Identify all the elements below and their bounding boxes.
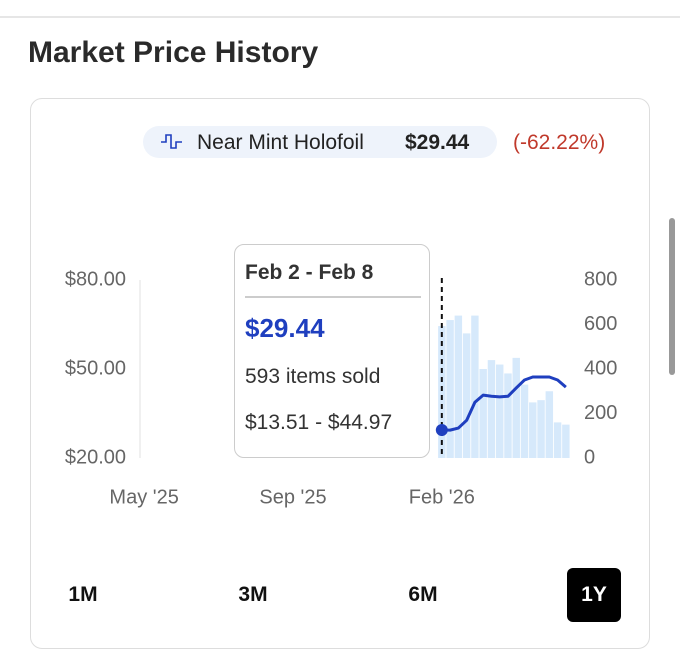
volume-bar (438, 326, 446, 458)
y-tick-label: $50.00 (65, 357, 126, 379)
legend-icon (161, 134, 182, 149)
price-line (441, 375, 567, 432)
range-button[interactable]: 1M (68, 583, 98, 606)
range-button[interactable]: 1Y (567, 568, 621, 622)
volume-bar (495, 364, 504, 458)
volume-bar (504, 373, 512, 458)
range-button[interactable]: 3M (238, 583, 268, 606)
tooltip-range: $13.51 - $44.97 (245, 411, 393, 434)
range-button[interactable]: 6M (408, 583, 438, 606)
y2-tick-label: 600 (584, 313, 617, 335)
volume-bar (562, 424, 570, 458)
y2-tick-label: 400 (584, 357, 617, 379)
volume-bar (471, 315, 479, 458)
volume-bar (446, 320, 454, 458)
top-rule (0, 16, 680, 18)
hover-dot (435, 423, 448, 436)
title: Market Price History (28, 36, 319, 69)
legend-change: (-62.22%) (513, 131, 606, 154)
scrollbar (669, 218, 675, 375)
x-tick-label: May '25 (109, 486, 178, 508)
y2-tick-label: 0 (584, 446, 595, 468)
legend-pill[interactable] (143, 126, 497, 158)
volume-bar (462, 333, 471, 458)
volume-bar (537, 400, 545, 458)
tooltip-date: Feb 2 - Feb 8 (245, 261, 374, 284)
y-tick-label: $20.00 (65, 446, 126, 468)
tooltip-sold: 593 items sold (245, 365, 381, 388)
tooltip-price: $29.44 (245, 313, 325, 343)
legend-price: $29.44 (405, 131, 470, 154)
volume-bar (520, 384, 529, 458)
y-tick-label: $80.00 (65, 268, 126, 290)
volume-bar (512, 357, 520, 458)
chart: $20.00 $50.00 $80.00 0 200 400 600 800 May '25 Se… (65, 268, 618, 508)
volume-bar (553, 422, 562, 458)
x-tick-label: Sep '25 (259, 486, 326, 508)
y2-tick-label: 800 (584, 268, 617, 290)
volume-bar (479, 369, 487, 458)
tooltip: Feb 2 - Feb 8 $29.44 593 items sold $13.… (234, 244, 430, 458)
volume-bar (454, 315, 463, 458)
card (30, 98, 650, 649)
volume-bar (529, 402, 537, 458)
y2-tick-label: 200 (584, 402, 617, 424)
x-tick-label: Feb '26 (409, 486, 475, 508)
legend-label: Near Mint Holofoil (197, 131, 364, 154)
volume-bar (487, 360, 496, 458)
tooltip-rule (245, 296, 421, 298)
volume-bar (545, 391, 554, 458)
